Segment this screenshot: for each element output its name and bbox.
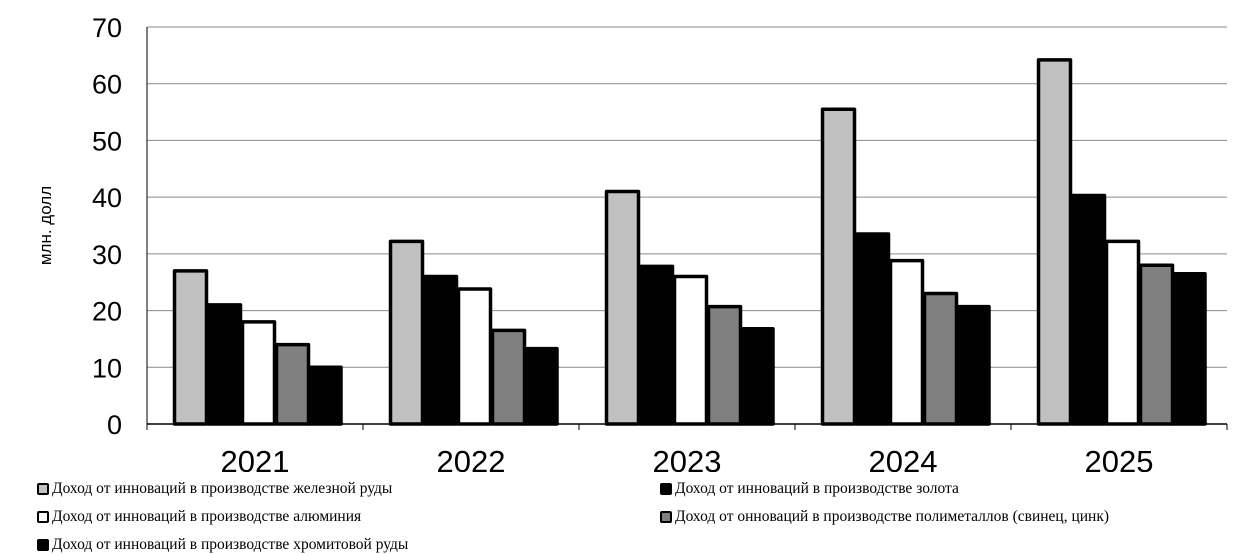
bar [1036,58,1073,426]
y-tick-label: 20 [92,297,122,327]
bar [206,303,243,426]
legend-label: Доход от инноваций в производстве железн… [52,480,393,497]
bar [604,189,641,426]
bar [172,269,209,426]
bar-chart: 0 10 20 30 40 50 60 70 млн. долл 2021 2022 2023 2024… [36,13,1228,472]
bar [274,342,311,426]
y-tick-label: 40 [92,183,122,213]
legend-item-chromite-ore: Доход от инноваций в производстве хромит… [37,536,408,554]
bar [922,291,959,426]
legend-label: Доход от онноваций в производстве полиме… [675,508,1110,525]
legend-item-iron-ore: Доход от инноваций в производстве железн… [37,480,392,498]
bar [820,107,857,426]
bar [240,320,277,426]
y-tick-label: 70 [92,13,122,43]
bar [1171,271,1207,426]
legend-item-polymetals: Доход от онноваций в производстве полиме… [660,508,1109,526]
x-tick-label: 2022 [437,444,506,472]
y-tick-label: 10 [92,353,122,383]
legend-swatch [37,511,49,523]
legend-label: Доход от инноваций в производстве хромит… [52,536,409,553]
bar [888,258,925,426]
bar [1138,263,1175,426]
legend-swatch [37,539,49,551]
bar [422,274,459,426]
bar [706,304,743,426]
x-tick-label: 2025 [1085,444,1154,472]
bar [523,346,559,426]
legend-swatch [660,511,672,523]
bar [955,304,991,426]
bar [739,326,775,426]
bar [490,328,527,426]
bar [388,239,425,426]
bar [456,287,493,426]
legend-item-gold: Доход от инноваций в производстве золота [660,480,959,498]
legend-label: Доход от инноваций в производстве алюмин… [52,508,362,525]
y-tick-label: 50 [92,126,122,156]
y-tick-label: 30 [92,240,122,270]
bar [638,264,675,426]
y-axis-title: млн. долл [36,186,55,265]
bar [307,365,343,426]
legend-label: Доход от инноваций в производстве золота [675,480,959,497]
legend: Доход от инноваций в производстве железн… [0,472,1246,553]
bar [1070,193,1107,426]
y-tick-label: 0 [107,410,122,440]
bar [854,232,891,426]
y-tick-label: 60 [92,70,122,100]
x-tick-label: 2024 [869,444,938,472]
x-tick-label: 2021 [221,444,290,472]
legend-item-aluminium: Доход от инноваций в производстве алюмин… [37,508,361,526]
bar [672,274,709,426]
legend-swatch [660,483,672,495]
bar [1104,239,1141,426]
x-tick-label: 2023 [653,444,722,472]
legend-swatch [37,483,49,495]
